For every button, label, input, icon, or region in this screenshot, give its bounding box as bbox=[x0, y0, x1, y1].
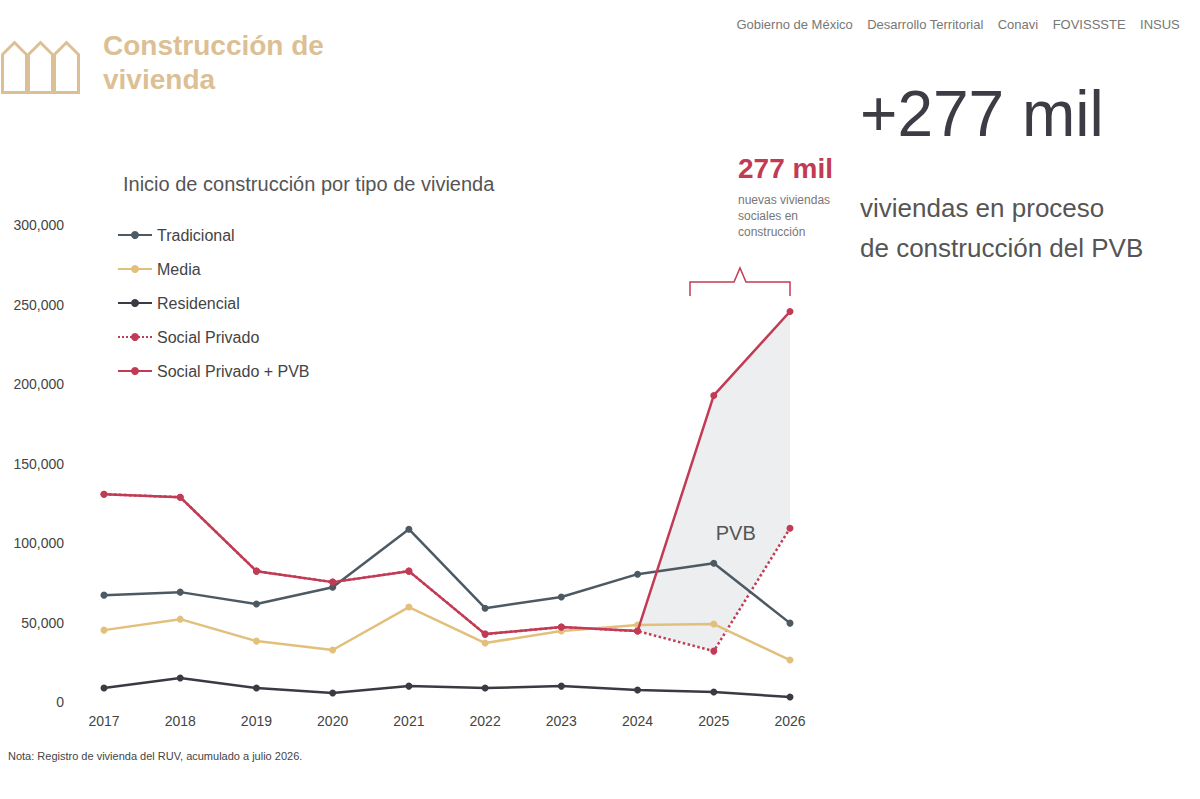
svg-text:2018: 2018 bbox=[165, 713, 196, 729]
svg-text:2017: 2017 bbox=[88, 713, 119, 729]
svg-text:Nota: Registro de vivienda del: Nota: Registro de vivienda del RUV, acum… bbox=[8, 750, 302, 762]
svg-text:200,000: 200,000 bbox=[13, 376, 64, 392]
svg-text:150,000: 150,000 bbox=[13, 456, 64, 472]
svg-text:Residencial: Residencial bbox=[157, 295, 240, 312]
svg-text:2024: 2024 bbox=[622, 713, 653, 729]
svg-text:construcción: construcción bbox=[738, 225, 805, 239]
svg-text:277 mil: 277 mil bbox=[738, 153, 833, 184]
svg-text:300,000: 300,000 bbox=[13, 217, 64, 233]
svg-text:sociales en: sociales en bbox=[738, 209, 798, 223]
svg-text:50,000: 50,000 bbox=[21, 615, 64, 631]
svg-text:Media: Media bbox=[157, 261, 201, 278]
svg-text:de construcción del PVB: de construcción del PVB bbox=[860, 233, 1143, 263]
svg-text:Inicio de construcción por tip: Inicio de construcción por tipo de vivie… bbox=[123, 173, 495, 195]
svg-text:2022: 2022 bbox=[470, 713, 501, 729]
svg-text:2026: 2026 bbox=[774, 713, 805, 729]
svg-text:Construcción de: Construcción de bbox=[103, 30, 324, 61]
svg-text:0: 0 bbox=[56, 694, 64, 710]
svg-text:PVB: PVB bbox=[716, 522, 756, 544]
svg-text:Social Privado + PVB: Social Privado + PVB bbox=[157, 363, 310, 380]
svg-text:250,000: 250,000 bbox=[13, 297, 64, 313]
svg-text:100,000: 100,000 bbox=[13, 535, 64, 551]
svg-text:viviendas en proceso: viviendas en proceso bbox=[860, 193, 1104, 223]
svg-text:Gobierno de México Desarrol: Gobierno de México Desarrollo Territoria… bbox=[736, 17, 1180, 32]
svg-text:2020: 2020 bbox=[317, 713, 348, 729]
svg-text:Tradicional: Tradicional bbox=[157, 227, 235, 244]
svg-text:+277 mil: +277 mil bbox=[860, 78, 1104, 150]
svg-text:vivienda: vivienda bbox=[103, 64, 215, 95]
svg-text:2019: 2019 bbox=[241, 713, 272, 729]
svg-text:nuevas viviendas: nuevas viviendas bbox=[738, 193, 830, 207]
svg-text:2025: 2025 bbox=[698, 713, 729, 729]
svg-text:2023: 2023 bbox=[546, 713, 577, 729]
svg-text:2021: 2021 bbox=[393, 713, 424, 729]
svg-text:Social Privado: Social Privado bbox=[157, 329, 259, 346]
